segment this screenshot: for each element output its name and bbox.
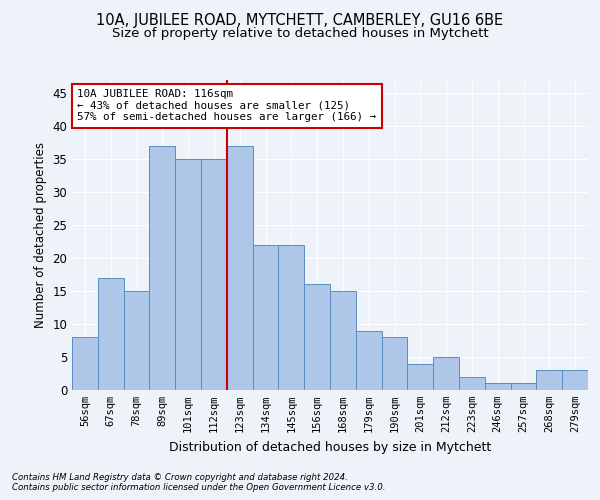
Bar	[98, 278, 124, 390]
Bar	[149, 146, 175, 390]
Bar	[72, 337, 98, 390]
Text: 10A JUBILEE ROAD: 116sqm
← 43% of detached houses are smaller (125)
57% of semi-: 10A JUBILEE ROAD: 116sqm ← 43% of detach…	[77, 90, 376, 122]
Bar	[536, 370, 562, 390]
Bar	[253, 245, 278, 390]
Bar	[485, 384, 511, 390]
Bar	[356, 330, 382, 390]
Bar	[433, 357, 459, 390]
Bar	[278, 245, 304, 390]
Text: 10A, JUBILEE ROAD, MYTCHETT, CAMBERLEY, GU16 6BE: 10A, JUBILEE ROAD, MYTCHETT, CAMBERLEY, …	[97, 12, 503, 28]
X-axis label: Distribution of detached houses by size in Mytchett: Distribution of detached houses by size …	[169, 440, 491, 454]
Bar	[459, 377, 485, 390]
Bar	[562, 370, 588, 390]
Bar	[201, 159, 227, 390]
Bar	[407, 364, 433, 390]
Bar	[304, 284, 330, 390]
Text: Contains HM Land Registry data © Crown copyright and database right 2024.: Contains HM Land Registry data © Crown c…	[12, 474, 348, 482]
Bar	[227, 146, 253, 390]
Text: Contains public sector information licensed under the Open Government Licence v3: Contains public sector information licen…	[12, 484, 386, 492]
Y-axis label: Number of detached properties: Number of detached properties	[34, 142, 47, 328]
Bar	[382, 337, 407, 390]
Bar	[330, 291, 356, 390]
Bar	[124, 291, 149, 390]
Text: Size of property relative to detached houses in Mytchett: Size of property relative to detached ho…	[112, 28, 488, 40]
Bar	[511, 384, 536, 390]
Bar	[175, 159, 201, 390]
